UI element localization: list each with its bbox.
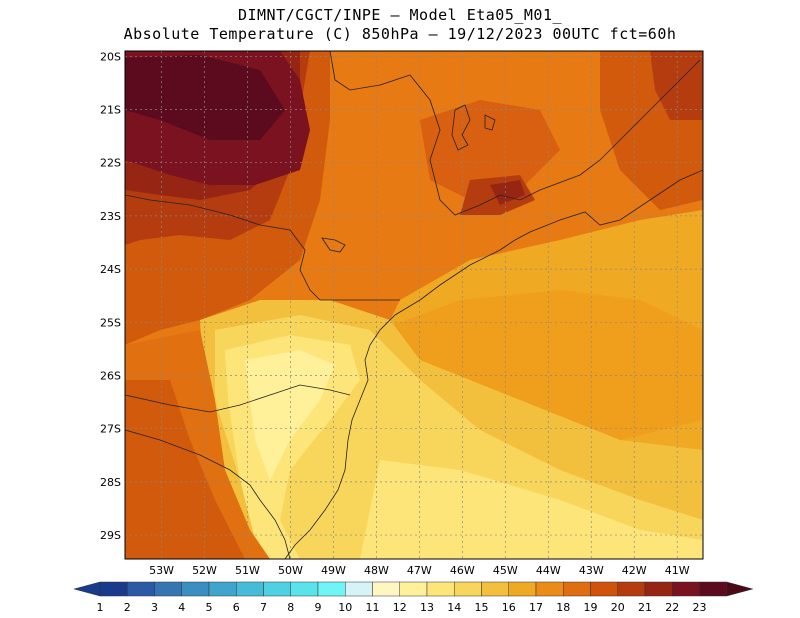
lon-label: 42W (622, 564, 647, 577)
colorbar-label: 21 (638, 601, 652, 614)
lat-labels: 20S 21S 22S 23S 24S 25S 26S 27S 28S 29S (100, 50, 121, 542)
field-16 (380, 290, 703, 440)
lon-label: 49W (321, 564, 346, 577)
coastline-borders (125, 51, 703, 559)
graticule (125, 51, 703, 559)
lon-label: 41W (665, 564, 690, 577)
colorbar-box (508, 581, 537, 597)
colorbar-box (399, 581, 428, 597)
coastline (284, 169, 703, 559)
field-19b (420, 100, 560, 200)
colorbar-label: 19 (584, 601, 598, 614)
colorbar-label: 15 (475, 601, 489, 614)
colorbar-box (481, 581, 509, 597)
colorbar-label: 2 (124, 601, 131, 614)
lat-label: 24S (100, 263, 121, 276)
lat-label: 25S (100, 316, 121, 329)
colorbar-label: 18 (556, 601, 570, 614)
colorbar-box (345, 581, 373, 597)
lon-label: 48W (364, 564, 389, 577)
lon-label: 44W (536, 564, 561, 577)
colorbar-label: 6 (233, 601, 240, 614)
lon-label: 45W (493, 564, 518, 577)
state-border-1 (329, 51, 701, 216)
colorbar-box (263, 581, 291, 597)
colorbar-box (317, 581, 346, 597)
map-frame (124, 50, 704, 560)
colorbar-label: 12 (393, 601, 407, 614)
colorbar-label: 13 (420, 601, 434, 614)
colorbar-box (372, 581, 400, 597)
lat-label: 29S (100, 529, 121, 542)
colorbar-box (426, 581, 455, 597)
lat-label: 23S (100, 210, 121, 223)
lat-label: 21S (100, 104, 121, 117)
field-12 (245, 350, 335, 480)
lat-label: 26S (100, 369, 121, 382)
colorbar-box (590, 581, 618, 597)
lon-label: 46W (450, 564, 475, 577)
field-23 (125, 55, 285, 140)
colorbar-label: 7 (260, 601, 267, 614)
state-border-3 (125, 384, 351, 413)
colorbar-box (181, 581, 210, 597)
colorbar-box (208, 581, 237, 597)
lon-label: 53W (149, 564, 174, 577)
lat-label: 27S (100, 423, 121, 436)
colorbar-label: 10 (338, 601, 352, 614)
state-border-2 (125, 194, 400, 301)
colorbar-box (236, 581, 264, 597)
colorbar-arrow-right (726, 581, 754, 597)
colorbar-box (699, 581, 727, 597)
lon-label: 47W (407, 564, 432, 577)
title-line-2: Absolute Temperature (C) 850hPa – 19/12/… (123, 25, 677, 43)
colorbar-box (672, 581, 700, 597)
colorbar-label: 9 (315, 601, 322, 614)
field-19w (125, 380, 245, 559)
colorbar-label: 23 (693, 601, 707, 614)
lon-label: 50W (278, 564, 303, 577)
title-line-1: DIMNT/CGCT/INPE – Model Eta05_M01_ (237, 6, 563, 24)
colorbar-label: 22 (665, 601, 679, 614)
colorbar-box (563, 581, 591, 597)
lat-label: 22S (100, 157, 121, 170)
lake-3 (321, 237, 346, 253)
lat-label: 20S (100, 50, 121, 63)
colorbar-label: 3 (151, 601, 158, 614)
colorbar-label: 8 (287, 601, 294, 614)
colorbar-box (290, 581, 319, 597)
field-13b (360, 460, 703, 559)
lon-label: 51W (235, 564, 260, 577)
lon-label: 52W (192, 564, 217, 577)
colorbar-label: 14 (447, 601, 461, 614)
lake-1 (451, 104, 471, 151)
colorbar-box (535, 581, 564, 597)
colorbar-label: 11 (366, 601, 380, 614)
colorbar-label: 16 (502, 601, 516, 614)
colorbar-label: 5 (206, 601, 213, 614)
colorbar-arrow-left (73, 581, 101, 597)
colorbar-box (154, 581, 182, 597)
state-border-4 (125, 429, 291, 559)
colorbar-label: 20 (611, 601, 625, 614)
lon-labels: 53W 52W 51W 50W 49W 48W 47W 46W 45W 44W 43W 42W 41W (149, 564, 690, 577)
colorbar-box (454, 581, 482, 597)
colorbar-label: 1 (97, 601, 104, 614)
colorbar-box (644, 581, 673, 597)
field-21b (490, 180, 525, 205)
lon-label: 43W (579, 564, 604, 577)
colorbar-box (99, 581, 128, 597)
lat-label: 28S (100, 476, 121, 489)
colorbar-label: 17 (529, 601, 543, 614)
field-20c (650, 51, 703, 120)
colorbar-box (617, 581, 646, 597)
colorbar-box (127, 581, 155, 597)
colorbar-label: 4 (178, 601, 185, 614)
lake-2 (484, 114, 496, 131)
